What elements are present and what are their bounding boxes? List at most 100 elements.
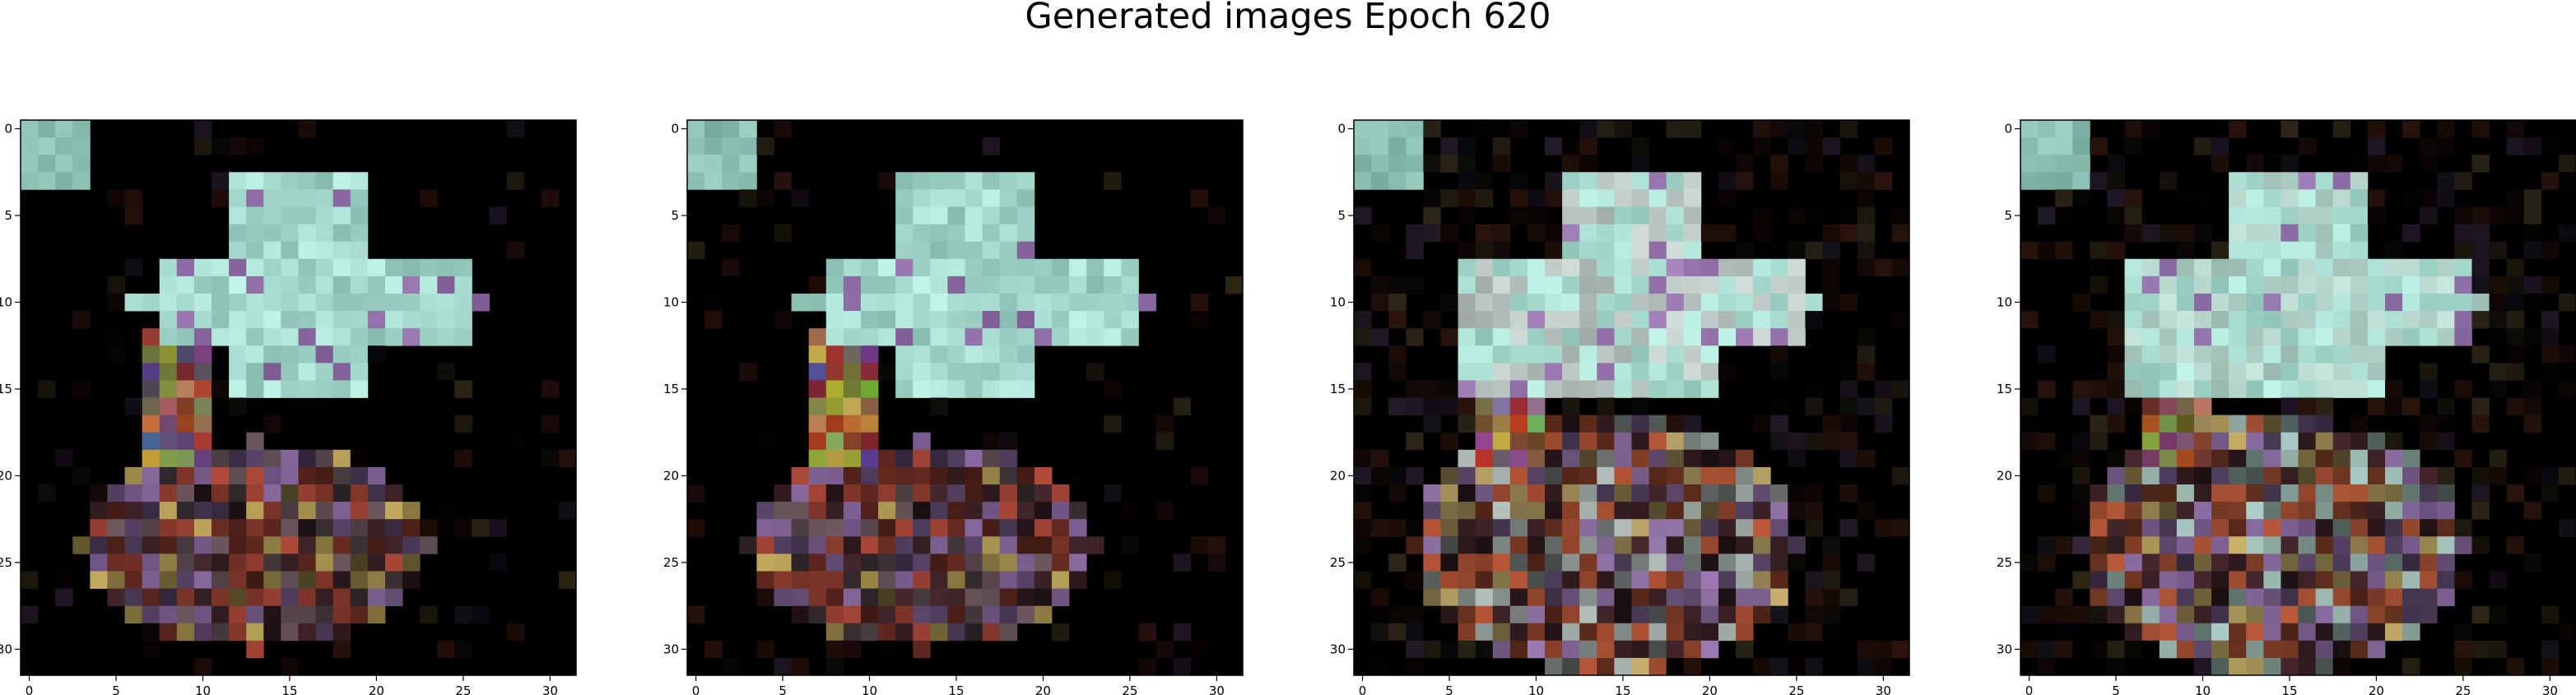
pixel (2367, 293, 2386, 312)
pixel (999, 502, 1018, 520)
pixel (2384, 241, 2403, 260)
pixel (176, 397, 195, 415)
pixel (2246, 172, 2264, 190)
pixel (1354, 449, 1372, 468)
pixel (1857, 449, 1876, 468)
pixel (2193, 345, 2212, 364)
pixel (913, 224, 931, 243)
pixel (281, 380, 299, 398)
pixel (2263, 623, 2281, 642)
pixel (1016, 206, 1035, 225)
pixel (350, 241, 369, 260)
x-tick-label: 25 (1788, 683, 1804, 695)
pixel (212, 554, 230, 572)
pixel (982, 258, 1001, 277)
pixel (2263, 484, 2281, 503)
pixel (212, 502, 230, 520)
pixel (2107, 206, 2125, 225)
pixel (506, 432, 525, 451)
pixel (2229, 224, 2247, 243)
pixel (2281, 363, 2299, 381)
pixel (1700, 588, 1719, 607)
pixel (2141, 588, 2160, 607)
x-tick-label: 10 (862, 683, 877, 695)
pixel (2541, 657, 2560, 676)
pixel (1562, 172, 1580, 190)
pixel (1562, 415, 1580, 433)
pixel (124, 189, 143, 207)
pixel (2471, 640, 2490, 659)
pixel (1051, 519, 1070, 537)
pixel (2281, 536, 2299, 554)
pixel (2229, 484, 2247, 503)
pixel (1104, 293, 1122, 312)
pixel (472, 519, 490, 537)
pixel (1753, 276, 1771, 294)
pixel (315, 311, 334, 329)
pixel (1423, 571, 1441, 589)
pixel (246, 328, 264, 346)
pixel (2193, 449, 2212, 468)
pixel (454, 640, 472, 659)
pixel (913, 293, 931, 312)
pixel (176, 415, 195, 433)
pixel (1354, 311, 1372, 329)
pixel (913, 536, 931, 554)
pixel (1016, 519, 1035, 537)
pixel (930, 466, 948, 485)
pixel (2332, 449, 2351, 468)
pixel (332, 623, 351, 642)
pixel (843, 449, 862, 468)
pixel (965, 449, 983, 468)
pixel (1770, 276, 1788, 294)
pixel (2350, 363, 2369, 381)
pixel (176, 276, 195, 294)
y-tick-label: 30 (663, 642, 679, 656)
pixel (1086, 311, 1104, 329)
pixel (825, 276, 844, 294)
pixel (2141, 449, 2160, 468)
pixel (913, 484, 931, 503)
pixel (2246, 415, 2264, 433)
pixel (739, 363, 757, 381)
pixel (298, 519, 316, 537)
pixel (2229, 554, 2247, 572)
pixel (2281, 657, 2299, 676)
pixel (1614, 623, 1632, 642)
pixel (2281, 432, 2299, 451)
pixel (1121, 311, 1139, 329)
pixel (1406, 640, 1424, 659)
pixel-grid (2020, 120, 2576, 676)
pixel (2107, 345, 2125, 364)
pixel (1475, 502, 1494, 520)
pixel (2506, 137, 2525, 155)
pixel (2298, 484, 2316, 503)
pixel (2090, 432, 2108, 451)
pixel (860, 605, 879, 624)
pixel (1492, 276, 1511, 294)
pixel (2072, 502, 2090, 520)
pixel (2141, 397, 2160, 415)
pixel (176, 363, 195, 381)
pixel (1736, 311, 1754, 329)
pixel (808, 484, 827, 503)
pixel (454, 276, 472, 294)
pixel (2141, 345, 2160, 364)
pixel (2471, 276, 2490, 294)
pixel (2384, 432, 2403, 451)
pixel (1770, 155, 1788, 173)
pixel (1545, 554, 1563, 572)
pixel (1104, 311, 1122, 329)
pixel (420, 276, 438, 294)
pixel (2350, 588, 2369, 607)
pixel (350, 276, 369, 294)
pixel (1891, 466, 1910, 485)
pixel (420, 293, 438, 312)
pixel (1371, 293, 1389, 312)
pixel (965, 466, 983, 485)
x-tick-label: 0 (692, 683, 700, 695)
pixel (1423, 189, 1441, 207)
pixel (2176, 449, 2195, 468)
pixel (2159, 623, 2178, 642)
pixel (739, 536, 757, 554)
